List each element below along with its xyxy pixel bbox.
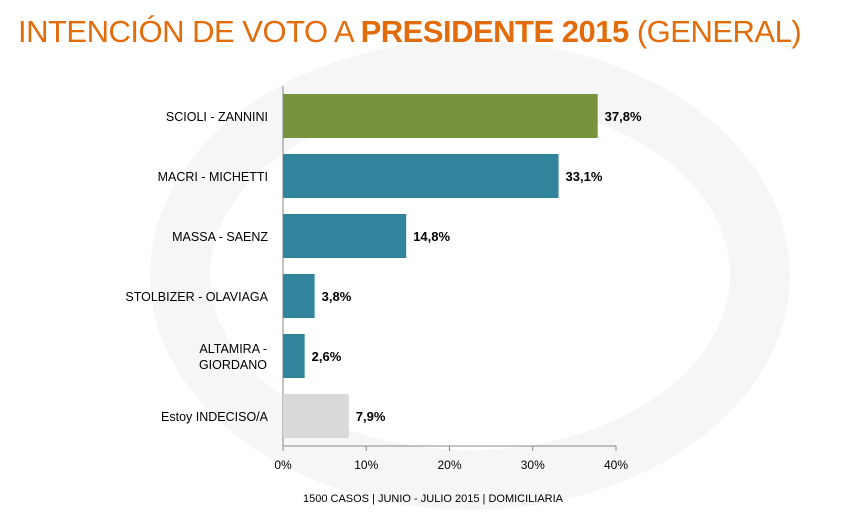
data-label: 3,8% bbox=[322, 289, 352, 304]
category-label: GIORDANO bbox=[199, 358, 267, 372]
data-label: 33,1% bbox=[566, 169, 603, 184]
category-label: SCIOLI - ZANNINI bbox=[166, 110, 268, 124]
x-tick-label: 40% bbox=[604, 458, 628, 472]
data-label: 7,9% bbox=[356, 409, 386, 424]
bar bbox=[283, 394, 349, 438]
bar bbox=[283, 154, 559, 198]
data-label: 14,8% bbox=[413, 229, 450, 244]
bar bbox=[283, 274, 315, 318]
bar bbox=[283, 94, 598, 138]
bar bbox=[283, 334, 305, 378]
x-tick-label: 20% bbox=[437, 458, 461, 472]
x-tick-label: 10% bbox=[354, 458, 378, 472]
page-title: INTENCIÓN DE VOTO A PRESIDENTE 2015 (GEN… bbox=[18, 14, 802, 50]
x-tick-label: 30% bbox=[521, 458, 545, 472]
bar bbox=[283, 214, 407, 258]
category-label: MASSA - SAENZ bbox=[172, 230, 268, 244]
data-label: 2,6% bbox=[312, 349, 342, 364]
title-part1: INTENCIÓN DE VOTO A bbox=[18, 14, 361, 49]
title-part2: (GENERAL) bbox=[628, 14, 802, 49]
category-label: ALTAMIRA - bbox=[199, 342, 267, 356]
data-label: 37,8% bbox=[605, 109, 642, 124]
x-tick-label: 0% bbox=[274, 458, 292, 472]
footer-note: 1500 CASOS | JUNIO - JULIO 2015 | DOMICI… bbox=[302, 493, 564, 505]
category-label: MACRI - MICHETTI bbox=[158, 170, 268, 184]
category-label: STOLBIZER - OLAVIAGA bbox=[125, 290, 268, 304]
category-label: Estoy INDECISO/A bbox=[161, 410, 269, 424]
title-bold: PRESIDENTE 2015 bbox=[360, 14, 630, 49]
